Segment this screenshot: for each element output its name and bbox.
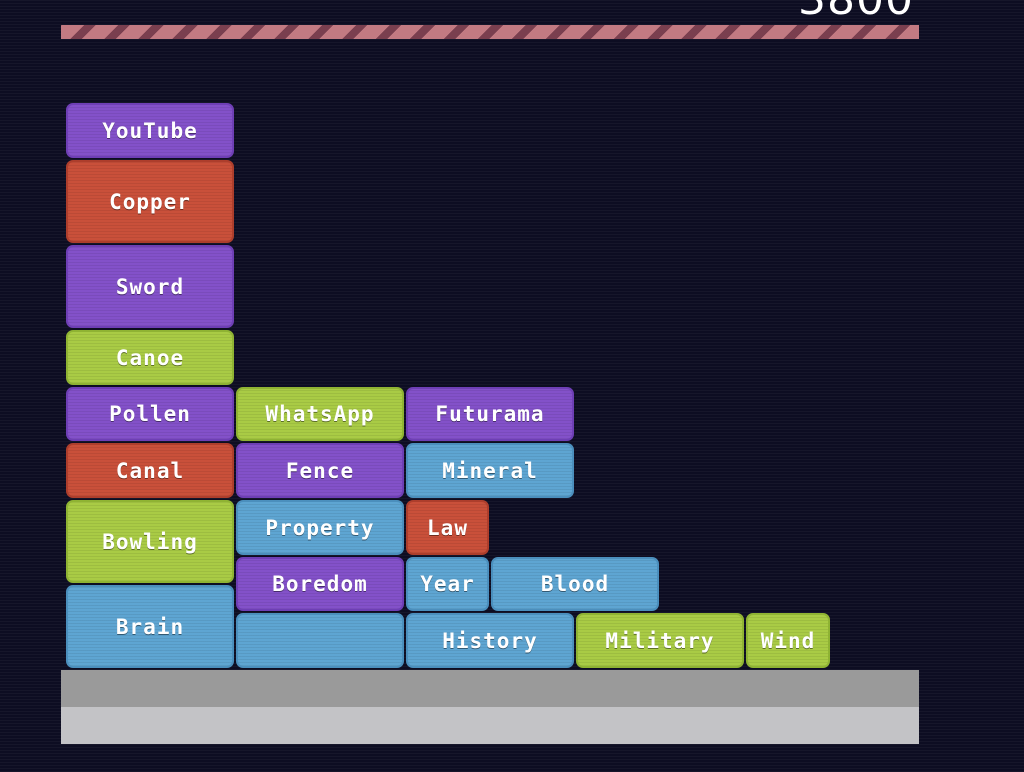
danger-line — [61, 25, 919, 39]
word-block[interactable]: Bowling — [66, 500, 234, 583]
word-block[interactable] — [236, 613, 404, 668]
word-block[interactable]: Military — [576, 613, 744, 668]
word-block[interactable]: Copper — [66, 160, 234, 243]
word-block[interactable]: YouTube — [66, 103, 234, 158]
word-block[interactable]: Pollen — [66, 387, 234, 441]
ground-platform — [61, 670, 919, 707]
word-block[interactable]: Blood — [491, 557, 659, 611]
word-block[interactable]: Property — [236, 500, 404, 555]
word-block[interactable]: Fence — [236, 443, 404, 498]
word-block[interactable]: Mineral — [406, 443, 574, 498]
word-block[interactable]: Law — [406, 500, 489, 555]
word-block[interactable]: History — [406, 613, 574, 668]
word-block[interactable]: Futurama — [406, 387, 574, 441]
ground-base — [61, 707, 919, 744]
word-block[interactable]: Brain — [66, 585, 234, 668]
word-block[interactable]: WhatsApp — [236, 387, 404, 441]
word-block[interactable]: Boredom — [236, 557, 404, 611]
score-display: 3800 — [798, 0, 914, 22]
word-block[interactable]: Year — [406, 557, 489, 611]
word-block[interactable]: Wind — [746, 613, 830, 668]
word-block[interactable]: Sword — [66, 245, 234, 328]
word-block[interactable]: Canoe — [66, 330, 234, 385]
word-block[interactable]: Canal — [66, 443, 234, 498]
